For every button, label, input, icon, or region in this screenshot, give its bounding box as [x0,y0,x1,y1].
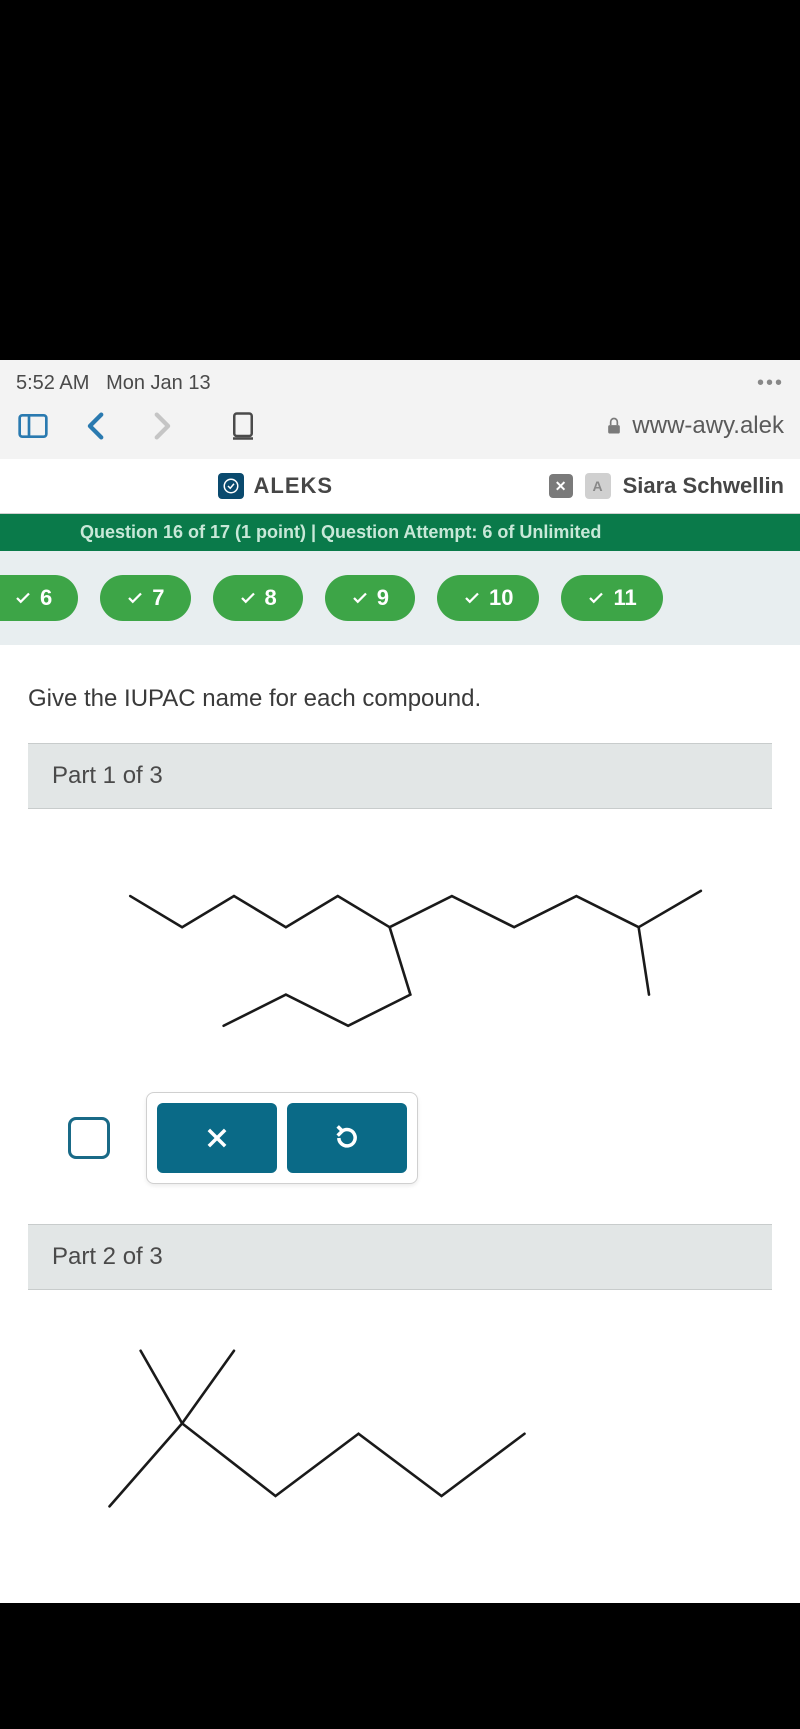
part-2-header: Part 2 of 3 [28,1224,772,1290]
status-date: Mon Jan 13 [106,372,211,394]
reader-icon[interactable] [222,405,264,447]
question-pill-10[interactable]: 10 [437,575,539,621]
question-status-bar: Question 16 of 17 (1 point) | Question A… [0,514,800,551]
camera-black-area [0,0,800,360]
pill-label: 10 [489,585,513,611]
ipad-status-bar: 5:52 AM Mon Jan 13 ••• [12,368,788,405]
answer-checkbox[interactable] [68,1117,110,1159]
tab-bar: ALEKS ✕ A Siara Schwellin [0,459,800,514]
sidebar-icon[interactable] [12,405,54,447]
x-icon [203,1124,231,1152]
status-time-date: 5:52 AM Mon Jan 13 [16,372,211,395]
check-icon [14,589,32,607]
back-icon[interactable] [76,405,118,447]
pill-label: 8 [265,585,277,611]
question-pill-8[interactable]: 8 [213,575,303,621]
tab-user-area: ✕ A Siara Schwellin [549,473,784,499]
forward-icon [140,405,182,447]
answer-controls [68,1092,732,1184]
question-content: Give the IUPAC name for each compound. P… [0,645,800,1603]
lock-icon [604,416,624,436]
reset-button[interactable] [287,1103,407,1173]
browser-chrome: 5:52 AM Mon Jan 13 ••• [0,360,800,459]
tab-current[interactable]: ALEKS [16,473,535,499]
undo-icon [333,1124,361,1152]
check-icon [351,589,369,607]
part-1-body [28,809,772,1224]
pill-label: 11 [613,585,636,611]
url-text: www-awy.alek [632,412,784,440]
molecule-structure-2 [68,1330,732,1538]
tab-title: ALEKS [254,473,334,499]
question-prompt: Give the IUPAC name for each compound. [28,685,772,713]
pill-label: 9 [377,585,389,611]
question-nav-pills: 6 7 8 9 10 11 [0,551,800,645]
part-1-header: Part 1 of 3 [28,743,772,809]
user-name: Siara Schwellin [623,473,784,499]
avatar: A [585,473,611,499]
pill-label: 6 [40,585,52,611]
browser-nav-row: www-awy.alek [12,405,788,447]
clear-button[interactable] [157,1103,277,1173]
check-icon [463,589,481,607]
question-pill-6[interactable]: 6 [0,575,78,621]
tab-close-icon[interactable]: ✕ [549,474,573,498]
pill-label: 7 [152,585,164,611]
aleks-logo-icon [218,473,244,499]
check-icon [239,589,257,607]
question-pill-11[interactable]: 11 [561,575,662,621]
check-icon [126,589,144,607]
part-2-body [28,1290,772,1563]
molecule-structure-1 [68,839,732,1067]
status-time: 5:52 AM [16,372,89,394]
button-group [146,1092,418,1184]
url-bar[interactable]: www-awy.alek [286,412,788,440]
question-pill-9[interactable]: 9 [325,575,415,621]
status-dots: ••• [757,372,784,395]
question-pill-7[interactable]: 7 [100,575,190,621]
check-icon [587,589,605,607]
